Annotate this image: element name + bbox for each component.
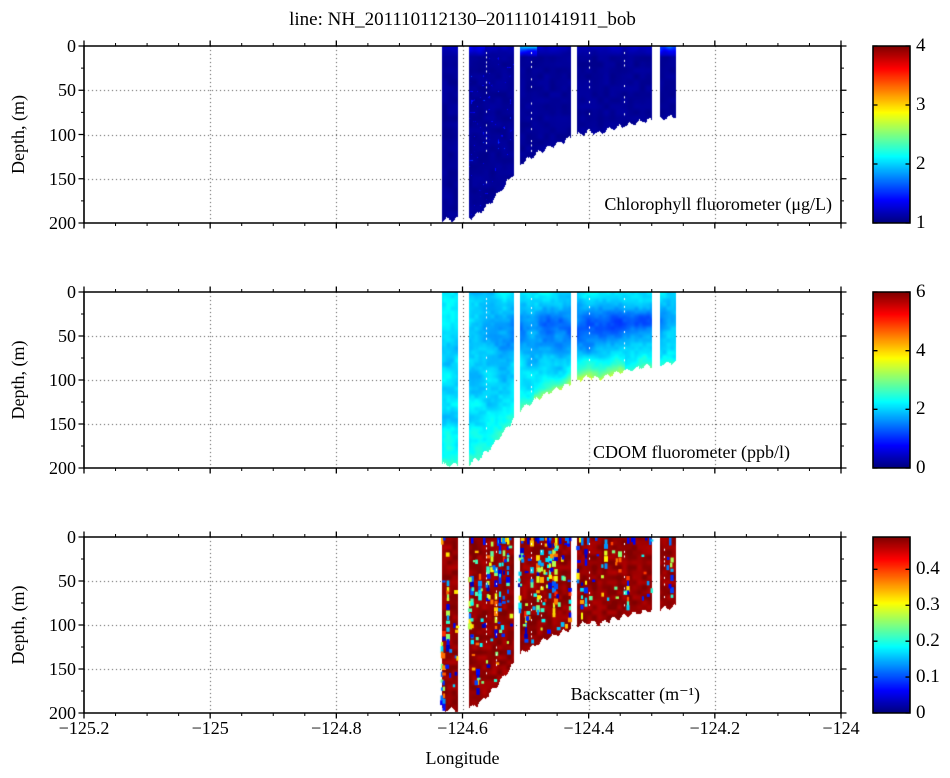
- colorbar-tick-label: 0.3: [916, 594, 940, 616]
- y-tick-label: 150: [49, 659, 76, 679]
- colorbar-tick-label: 3: [916, 94, 926, 115]
- x-tick-label: −124.6: [437, 718, 488, 738]
- y-tick-label: 100: [49, 615, 76, 635]
- x-tick-label: −124.4: [563, 718, 614, 738]
- panel-label-cdom: CDOM fluorometer (ppb/l): [593, 442, 790, 462]
- y-tick-label: 200: [49, 703, 76, 723]
- colorbar-tick-label: 0.2: [916, 630, 940, 652]
- backscatter-colorbar: [873, 537, 910, 713]
- y-tick-label: 0: [67, 527, 76, 547]
- cdom-colorbar: [873, 292, 910, 468]
- colorbar-tick-label: 4: [916, 339, 926, 361]
- chlorophyll-colorbar: [873, 46, 910, 223]
- y-tick-label: 50: [58, 571, 76, 591]
- colorbar-tick-label: 4: [916, 35, 926, 56]
- y-tick-label: 200: [49, 213, 76, 233]
- x-tick-label: −124.8: [311, 718, 362, 738]
- y-tick-label: 100: [49, 124, 76, 145]
- colorbar-tick-label: 2: [916, 153, 926, 174]
- chart-title: line: NH_201110112130–201110141911_bob: [289, 9, 636, 30]
- x-tick-label: −125.2: [58, 718, 110, 738]
- colorbar-tick-label: 2: [916, 398, 926, 420]
- panel-label-chlorophyll: Chlorophyll fluorometer (μg/L): [604, 194, 832, 214]
- y-tick-label: 150: [49, 414, 76, 434]
- x-axis-label: Longitude: [425, 748, 500, 768]
- y-tick-label: 0: [67, 36, 76, 56]
- backscatter-heatmap-canvas: [84, 537, 841, 713]
- y-tick-label: 100: [49, 370, 76, 390]
- colorbar-tick-label: 1: [916, 212, 926, 233]
- y-tick-label: 50: [58, 326, 76, 346]
- y-tick-label: 50: [58, 80, 76, 101]
- y-tick-label: 150: [49, 168, 76, 189]
- y-tick-label: 0: [67, 282, 76, 302]
- colorbar-tick-label: 0.1: [916, 666, 940, 688]
- colorbar-tick-label: 0: [916, 457, 926, 478]
- x-tick-label: −124.2: [689, 718, 741, 738]
- x-tick-label: −124: [822, 718, 860, 738]
- colorbar-tick-label: 0: [916, 702, 926, 723]
- colorbar-tick-label: 0.4: [916, 558, 940, 580]
- x-tick-label: −125: [191, 718, 229, 738]
- y-tick-label: 200: [49, 458, 76, 478]
- colorbar-tick-label: 6: [916, 281, 926, 302]
- panel-label-backscatter: Backscatter (m⁻¹): [570, 684, 700, 704]
